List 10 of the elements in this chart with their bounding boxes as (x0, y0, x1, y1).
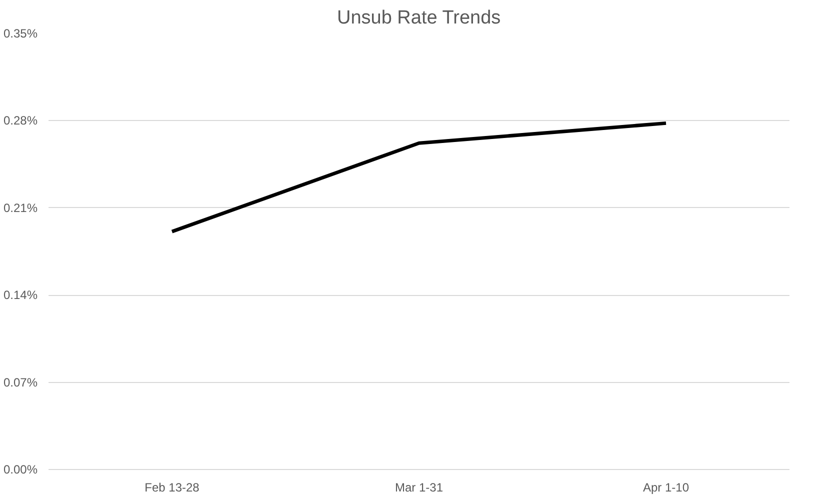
chart-title: Unsub Rate Trends (336, 8, 501, 28)
x-tick-label: Mar 1-31 (394, 480, 444, 494)
y-tick-label: 0.28% (3, 114, 38, 128)
y-tick-label: 0.07% (3, 375, 38, 390)
y-tick-label: 0.35% (3, 26, 38, 40)
y-tick-label: 0.14% (3, 288, 38, 302)
x-tick-label: Feb 13-28 (144, 480, 200, 494)
y-tick-label: 0.21% (3, 200, 38, 215)
y-tick-label: 0.00% (3, 462, 38, 476)
x-tick-label: Apr 1-10 (642, 480, 690, 494)
